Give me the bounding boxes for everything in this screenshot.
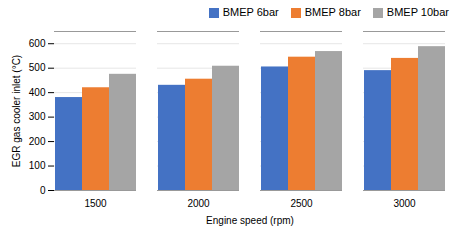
svg-text:400: 400 bbox=[29, 87, 46, 98]
svg-text:2500: 2500 bbox=[290, 198, 313, 209]
html-text:BMEP 8bar: BMEP 8bar bbox=[304, 6, 361, 18]
svg-text:3000: 3000 bbox=[393, 198, 416, 209]
svg-text:0: 0 bbox=[40, 185, 46, 196]
svg-text:600: 600 bbox=[29, 38, 46, 49]
svg-text:500: 500 bbox=[29, 62, 46, 73]
svg-text:EGR gas cooler inlet (°C): EGR gas cooler inlet (°C) bbox=[11, 55, 22, 167]
svg-text:Engine speed (rpm): Engine speed (rpm) bbox=[206, 215, 294, 226]
html-text:BMEP 10bar: BMEP 10bar bbox=[386, 6, 449, 18]
svg-text:300: 300 bbox=[29, 111, 46, 122]
svg-text:1500: 1500 bbox=[84, 198, 107, 209]
html-text:BMEP 6bar: BMEP 6bar bbox=[222, 6, 279, 18]
svg-text:200: 200 bbox=[29, 136, 46, 147]
svg-text:100: 100 bbox=[29, 160, 46, 171]
svg-text:2000: 2000 bbox=[187, 198, 210, 209]
